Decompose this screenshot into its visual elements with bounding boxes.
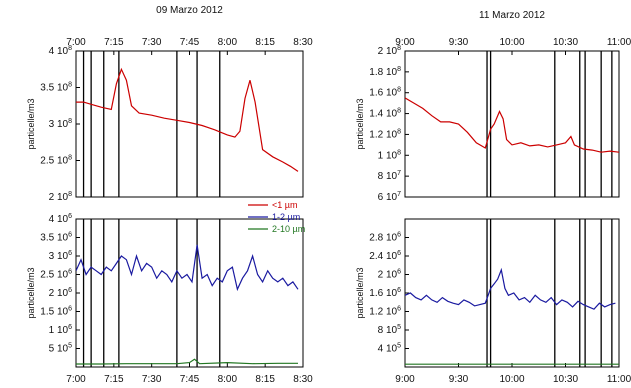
y-tick-label: 2.8 106 [369,232,401,244]
y-tick-label: 1.8 108 [369,66,401,78]
y-tick-label: 3.5 106 [40,232,72,244]
y-tick-label: 1.2 106 [369,306,401,318]
series-line [76,245,298,289]
panels: 7:00 7:15 7:30 7:45 8:00 8:15 8:30 2 108 2.5 108… [26,5,631,385]
y-tick-label: 1.6 108 [369,87,401,99]
x-tick-label: 11:00 [607,37,631,48]
x-tick-label: 7:00 [66,374,86,385]
y-tick-label: 2 106 [49,287,72,299]
y-tick-label: 5 105 [49,343,72,355]
x-tick-label: 10:00 [499,374,524,385]
x-tick-label: 7:15 [104,37,124,48]
y-tick-label: 2.5 106 [40,269,72,281]
x-tick-label: 9:30 [449,374,469,385]
x-tick-label: 8:30 [293,374,313,385]
y-axis-label: particelle/m3 [26,98,36,149]
plot-frame [405,51,619,197]
x-tick-label: 10:30 [553,37,578,48]
y-axis-label: particelle/m3 [26,267,36,318]
y-tick-label: 1.6 106 [369,287,401,299]
x-tick-label: 9:00 [395,374,415,385]
y-axis-label: particelle/m3 [355,98,365,149]
y-tick-label: 2.5 108 [40,155,72,167]
x-tick-label: 7:45 [180,374,200,385]
y-tick-label: 1.4 108 [369,108,401,120]
x-tick-label: 7:30 [142,37,162,48]
x-tick-label: 11:00 [607,374,631,385]
panel-title: 09 Marzo 2012 [156,5,223,16]
y-tick-label: 1.5 106 [40,306,72,318]
x-tick-label: 9:30 [449,37,469,48]
x-tick-label: 8:15 [255,37,275,48]
y-tick-label: 8 105 [378,324,401,336]
x-tick-label: 10:30 [553,374,578,385]
y-tick-label: 2.4 106 [369,250,401,262]
x-tick-label: 8:30 [293,37,313,48]
y-tick-label: 2 106 [378,269,401,281]
series-line [76,359,298,364]
panel-bottom-left: 7:00 7:15 7:30 7:45 8:00 8:15 8:30 5 105 1 106 1.… [26,213,313,385]
y-tick-label: 1 106 [49,324,72,336]
y-tick-label: 8 107 [378,170,401,182]
y-tick-label: 2 108 [49,191,72,203]
y-tick-label: 4 105 [378,343,401,355]
x-tick-label: 10:00 [499,37,524,48]
series-line [76,69,298,171]
panel-title: 11 Marzo 2012 [479,10,545,21]
plot-frame [405,219,619,367]
y-axis-label: particelle/m3 [355,267,365,318]
series-line [405,270,615,309]
y-tick-label: 4 106 [49,213,72,225]
legend-label: <1 µm [272,200,297,210]
y-tick-label: 3 108 [49,118,72,130]
y-tick-label: 3 106 [49,250,72,262]
x-tick-label: 7:15 [104,374,124,385]
plot-frame [76,51,303,197]
y-tick-label: 6 107 [378,191,401,203]
legend-label: 2-10 µm [272,224,305,234]
y-tick-label: 1 108 [378,149,401,161]
x-tick-label: 8:00 [218,37,238,48]
y-tick-label: 1.2 108 [369,128,401,140]
legend: <1 µm 1-2 µm 2-10 µm [248,200,305,234]
plot-frame [76,219,303,367]
y-tick-label: 4 108 [49,45,72,57]
x-tick-label: 7:30 [142,374,162,385]
y-tick-label: 2 108 [378,45,401,57]
series-line [405,98,619,152]
x-tick-label: 7:45 [180,37,200,48]
legend-label: 1-2 µm [272,212,300,222]
panel-bottom-right: 9:00 9:30 10:00 10:30 11:00 4 105 8 105 1.2 106… [355,219,631,385]
y-tick-label: 3.5 108 [40,82,72,94]
x-tick-label: 8:15 [255,374,275,385]
x-tick-label: 8:00 [218,374,238,385]
